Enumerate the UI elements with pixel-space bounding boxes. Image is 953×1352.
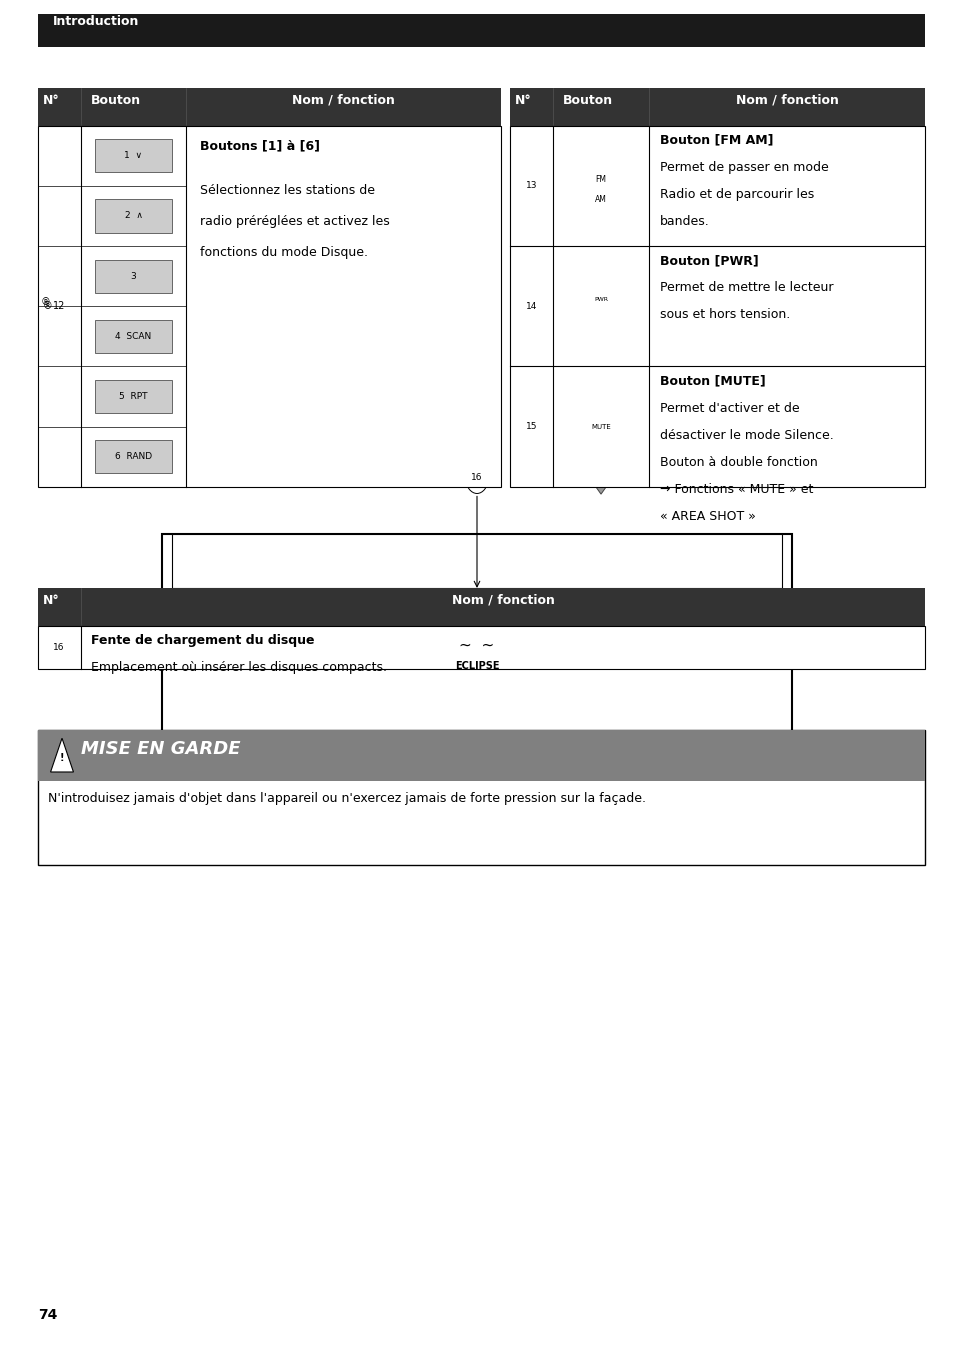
Text: 1  ∨: 1 ∨ (125, 151, 142, 161)
Text: Permet de mettre le lecteur: Permet de mettre le lecteur (659, 281, 833, 295)
Text: Bouton [MUTE]: Bouton [MUTE] (659, 375, 765, 388)
Bar (38, 126, 500, 487)
Text: bandes.: bandes. (659, 215, 709, 228)
Bar (229, 591, 724, 622)
Polygon shape (577, 138, 624, 233)
Text: PWR: PWR (594, 297, 607, 301)
Text: Introduction: Introduction (52, 15, 139, 28)
Text: 74: 74 (38, 1309, 57, 1322)
Polygon shape (586, 251, 615, 360)
Bar (95, 200, 172, 233)
Text: Bouton [FM AM]: Bouton [FM AM] (659, 134, 773, 147)
Polygon shape (577, 372, 624, 495)
Text: 2  ∧: 2 ∧ (125, 211, 142, 220)
Bar (38, 88, 500, 126)
Text: MUTE: MUTE (591, 423, 610, 430)
Text: 3: 3 (131, 272, 136, 281)
Text: Radio et de parcourir les: Radio et de parcourir les (659, 188, 814, 201)
Text: ~  ~: ~ ~ (459, 638, 494, 653)
Text: ECLIPSE: ECLIPSE (455, 661, 498, 671)
Text: N°: N° (43, 594, 60, 607)
Bar (38, 14, 924, 47)
Text: Sélectionnez les stations de: Sélectionnez les stations de (200, 184, 375, 197)
Text: Nom / fonction: Nom / fonction (292, 93, 395, 107)
Text: 4  SCAN: 4 SCAN (115, 331, 152, 341)
Bar (95, 320, 172, 353)
Text: 16: 16 (471, 473, 482, 481)
Text: sous et hors tension.: sous et hors tension. (659, 308, 790, 322)
Bar (38, 626, 924, 669)
Polygon shape (51, 738, 73, 772)
Text: MISE EN GARDE: MISE EN GARDE (81, 741, 240, 758)
Text: Boutons [1] à [6]: Boutons [1] à [6] (200, 139, 320, 153)
Bar (95, 380, 172, 412)
Text: 16: 16 (53, 644, 65, 652)
Text: FM: FM (595, 174, 606, 184)
Text: 15: 15 (525, 422, 537, 431)
Text: Bouton: Bouton (562, 93, 613, 107)
Bar (38, 730, 924, 865)
Text: Bouton: Bouton (91, 93, 141, 107)
Text: ®: ® (43, 301, 52, 311)
Text: Permet d'activer et de: Permet d'activer et de (659, 402, 799, 415)
Bar (95, 260, 172, 292)
Bar (38, 588, 924, 626)
Text: N°: N° (43, 93, 60, 107)
Bar (172, 534, 781, 588)
Text: !: ! (60, 753, 64, 764)
Text: 13: 13 (525, 181, 537, 191)
Text: 6  RAND: 6 RAND (115, 452, 152, 461)
Bar (38, 730, 924, 781)
Text: ®: ® (41, 297, 51, 307)
Text: radio préréglées et activez les: radio préréglées et activez les (200, 215, 390, 228)
Bar (162, 534, 791, 744)
Text: Nom / fonction: Nom / fonction (735, 93, 838, 107)
Bar (510, 88, 924, 126)
Text: Bouton [PWR]: Bouton [PWR] (659, 254, 759, 268)
Text: N°: N° (515, 93, 532, 107)
Text: Permet de passer en mode: Permet de passer en mode (659, 161, 828, 174)
Text: → Fonctions « MUTE » et: → Fonctions « MUTE » et (659, 483, 813, 496)
Bar (95, 139, 172, 172)
Text: 12: 12 (53, 301, 65, 311)
Text: fonctions du mode Disque.: fonctions du mode Disque. (200, 246, 368, 260)
Bar (176, 733, 205, 750)
Text: Fente de chargement du disque: Fente de chargement du disque (91, 634, 314, 648)
Text: désactiver le mode Silence.: désactiver le mode Silence. (659, 429, 833, 442)
Text: 14: 14 (525, 301, 537, 311)
Text: Emplacement où insérer les disques compacts.: Emplacement où insérer les disques compa… (91, 661, 386, 675)
Bar (362, 625, 591, 673)
Bar (510, 126, 924, 487)
Text: Nom / fonction: Nom / fonction (452, 594, 554, 607)
Bar (95, 441, 172, 473)
Text: 5  RPT: 5 RPT (119, 392, 148, 402)
Text: N'introduisez jamais d'objet dans l'appareil ou n'exercez jamais de forte pressi: N'introduisez jamais d'objet dans l'appa… (48, 792, 645, 806)
Text: AM: AM (595, 195, 606, 204)
Text: Bouton à double fonction: Bouton à double fonction (659, 456, 817, 469)
Bar (748, 733, 777, 750)
Text: « AREA SHOT »: « AREA SHOT » (659, 510, 755, 523)
